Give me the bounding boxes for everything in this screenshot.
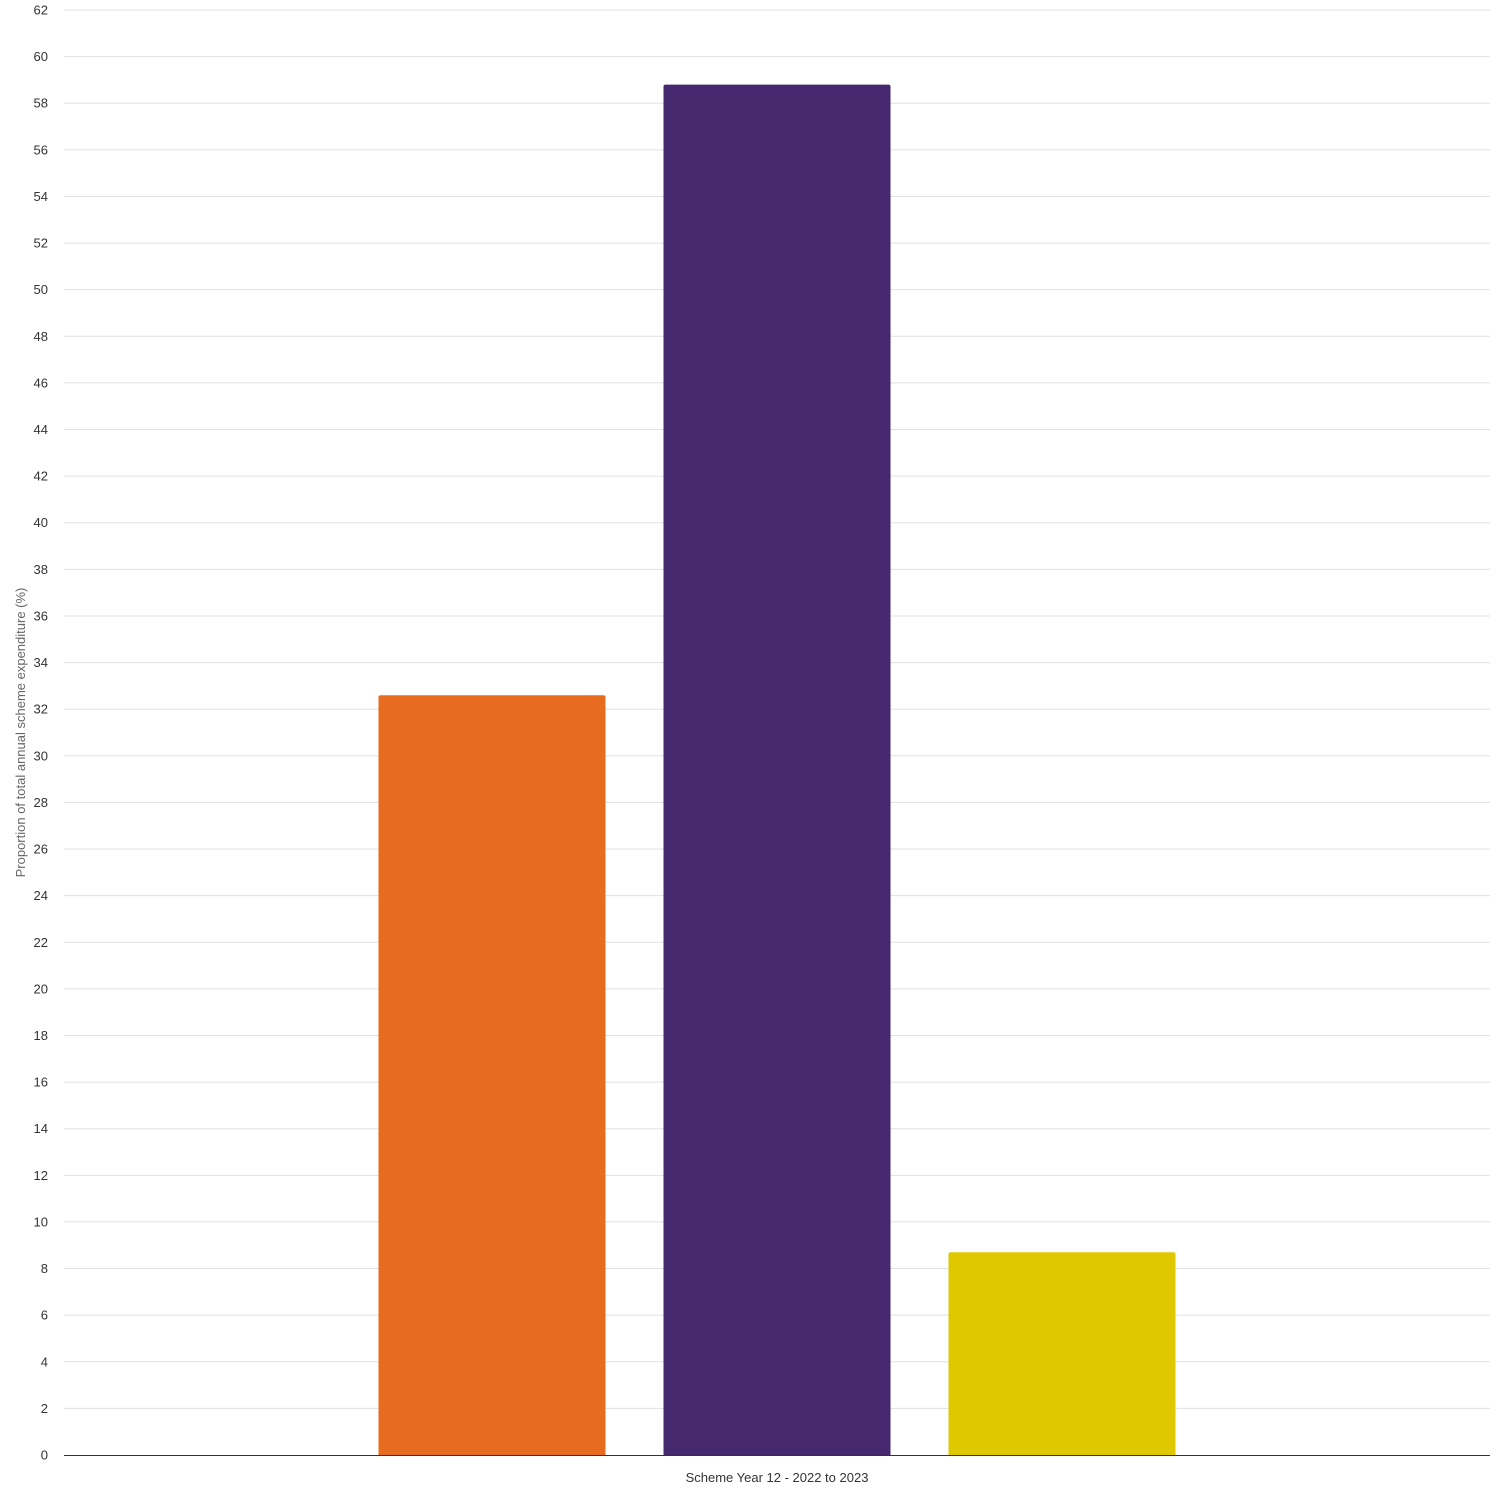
y-tick-label: 32 [34, 702, 48, 717]
y-tick-label: 8 [41, 1261, 48, 1276]
y-tick-label: 44 [34, 422, 48, 437]
y-tick-label: 50 [34, 282, 48, 297]
bar [663, 84, 891, 1455]
y-tick-label: 62 [34, 3, 48, 18]
bar [378, 695, 606, 1455]
y-tick-label: 42 [34, 469, 48, 484]
x-axis-categories: Scheme Year 12 - 2022 to 2023 [686, 1470, 869, 1485]
y-tick-label: 20 [34, 981, 48, 996]
y-tick-label: 56 [34, 142, 48, 157]
y-tick-label: 14 [34, 1121, 48, 1136]
y-tick-label: 28 [34, 795, 48, 810]
y-tick-label: 10 [34, 1214, 48, 1229]
bars [378, 84, 1176, 1455]
y-tick-label: 26 [34, 842, 48, 857]
y-tick-label: 58 [34, 96, 48, 111]
y-tick-label: 12 [34, 1168, 48, 1183]
y-tick-label: 54 [34, 189, 48, 204]
y-tick-label: 2 [41, 1401, 48, 1416]
y-tick-label: 34 [34, 655, 48, 670]
y-tick-label: 46 [34, 375, 48, 390]
y-tick-label: 30 [34, 748, 48, 763]
y-tick-label: 48 [34, 329, 48, 344]
x-category-label: Scheme Year 12 - 2022 to 2023 [686, 1470, 869, 1485]
y-tick-label: 40 [34, 515, 48, 530]
y-tick-label: 6 [41, 1308, 48, 1323]
y-tick-label: 18 [34, 1028, 48, 1043]
y-axis-title: Proportion of total annual scheme expend… [13, 588, 28, 878]
y-axis-ticks: 0246810121416182022242628303234363840424… [34, 3, 48, 1463]
y-tick-label: 36 [34, 608, 48, 623]
y-tick-label: 22 [34, 935, 48, 950]
y-tick-label: 4 [41, 1354, 48, 1369]
y-tick-label: 52 [34, 236, 48, 251]
bar [948, 1252, 1176, 1455]
y-tick-label: 38 [34, 562, 48, 577]
y-tick-label: 24 [34, 888, 48, 903]
y-tick-label: 0 [41, 1448, 48, 1463]
y-tick-label: 16 [34, 1075, 48, 1090]
y-tick-label: 60 [34, 49, 48, 64]
